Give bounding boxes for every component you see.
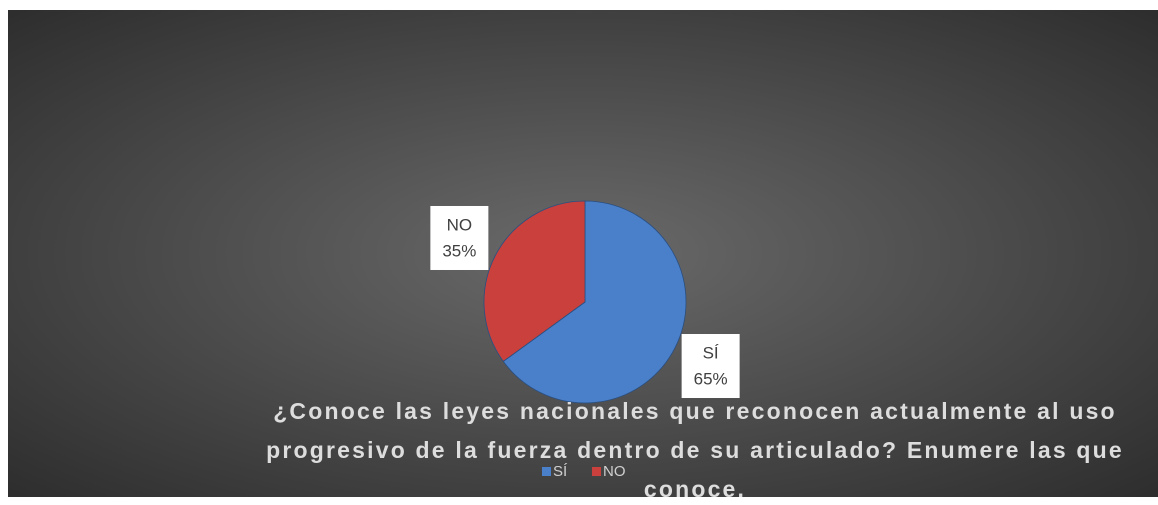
- legend-swatch: [542, 467, 551, 476]
- pie-slice: [502, 200, 687, 404]
- data-label-box: [681, 334, 740, 399]
- data-label-box: [430, 205, 489, 270]
- pie-slice: [483, 200, 586, 362]
- data-label-category: NO: [447, 215, 473, 234]
- legend-label: SÍ: [553, 463, 568, 480]
- chart-title: ¿Conoce las leyes nacionales que reconoc…: [266, 398, 1124, 502]
- data-label-value: 35%: [442, 241, 476, 260]
- data-label-value: 65%: [694, 369, 728, 388]
- legend-label: NO: [603, 463, 626, 480]
- legend-swatch: [592, 467, 601, 476]
- data-label-category: SÍ: [703, 343, 719, 362]
